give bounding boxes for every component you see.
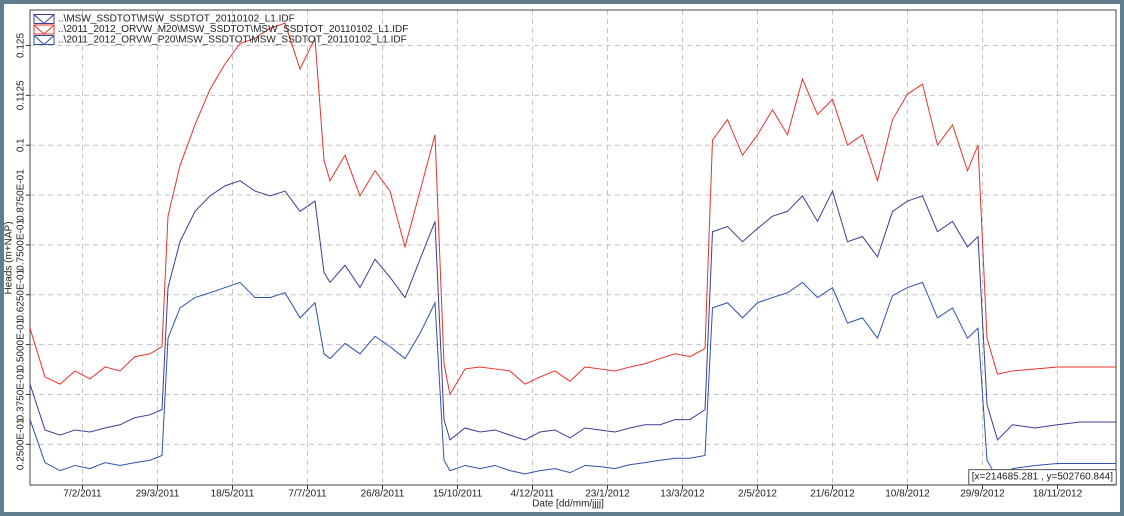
x-tick-label: 21/6/2012 (810, 489, 855, 500)
x-tick-label: 26/8/2011 (361, 489, 405, 500)
legend-swatch (33, 14, 55, 24)
y-tick-label: 0.3750E-01 (16, 368, 27, 420)
y-tick-label: 0.7500E-01 (16, 219, 27, 271)
legend-swatch (33, 35, 55, 45)
x-tick-label: 29/3/2011 (136, 489, 180, 500)
y-axis-label: Heads (m+NAP) (4, 221, 15, 294)
x-tick-label: 2/5/2012 (738, 489, 777, 500)
legend-swatch (33, 35, 55, 46)
status-box (968, 469, 1117, 486)
x-tick-label: 18/5/2011 (211, 489, 255, 500)
chart-panel (4, 4, 1120, 512)
x-tick-label: 7/2/2011 (63, 489, 102, 500)
series-line (30, 281, 1116, 480)
x-tick-label: 29/9/2012 (960, 489, 1005, 500)
plot-area (30, 22, 1116, 480)
x-tick-label: 15/10/2011 (433, 489, 483, 500)
legend-swatch (33, 14, 55, 25)
plot-frame (29, 9, 1117, 486)
x-tick-label: 7/7/2011 (288, 489, 327, 500)
legend-label: ..\2011_2012_ORVW_M20\MSW_SSDTOT\MSW_SSD… (58, 24, 408, 35)
y-tick-label: 0.125 (16, 33, 27, 58)
x-tick-label: 18/11/2012 (1033, 489, 1083, 500)
legend-label: ..\MSW_SSDTOT\MSW_SSDTOT_20110102_L1.IDF (58, 14, 295, 25)
legend-label: ..\2011_2012_ORVW_P20\MSW_SSDTOT\MSW_SSD… (58, 35, 407, 46)
legend-swatch (33, 24, 55, 35)
x-tick-label: 10/8/2012 (885, 489, 930, 500)
y-tick-label: 0.1125 (16, 80, 27, 110)
x-axis-label: Date [dd/mm/jjjj] (532, 499, 604, 510)
x-tick-label: 4/12/2011 (511, 489, 555, 500)
legend-swatch (33, 24, 55, 35)
series-line (30, 180, 1116, 441)
series-line (30, 22, 1116, 396)
status-text: [x=214685.281 , y=502760.844] (972, 472, 1113, 483)
y-tick-label: 0.6250E-01 (16, 268, 27, 320)
y-tick-label: 0.1 (16, 138, 27, 152)
y-tick-label: 0.2500E-01 (16, 418, 27, 470)
x-tick-label: 23/1/2012 (585, 489, 630, 500)
y-tick-label: 0.5000E-01 (16, 318, 27, 370)
x-tick-label: 13/3/2012 (660, 489, 705, 500)
y-tick-label: 0.8750E-01 (16, 169, 27, 221)
